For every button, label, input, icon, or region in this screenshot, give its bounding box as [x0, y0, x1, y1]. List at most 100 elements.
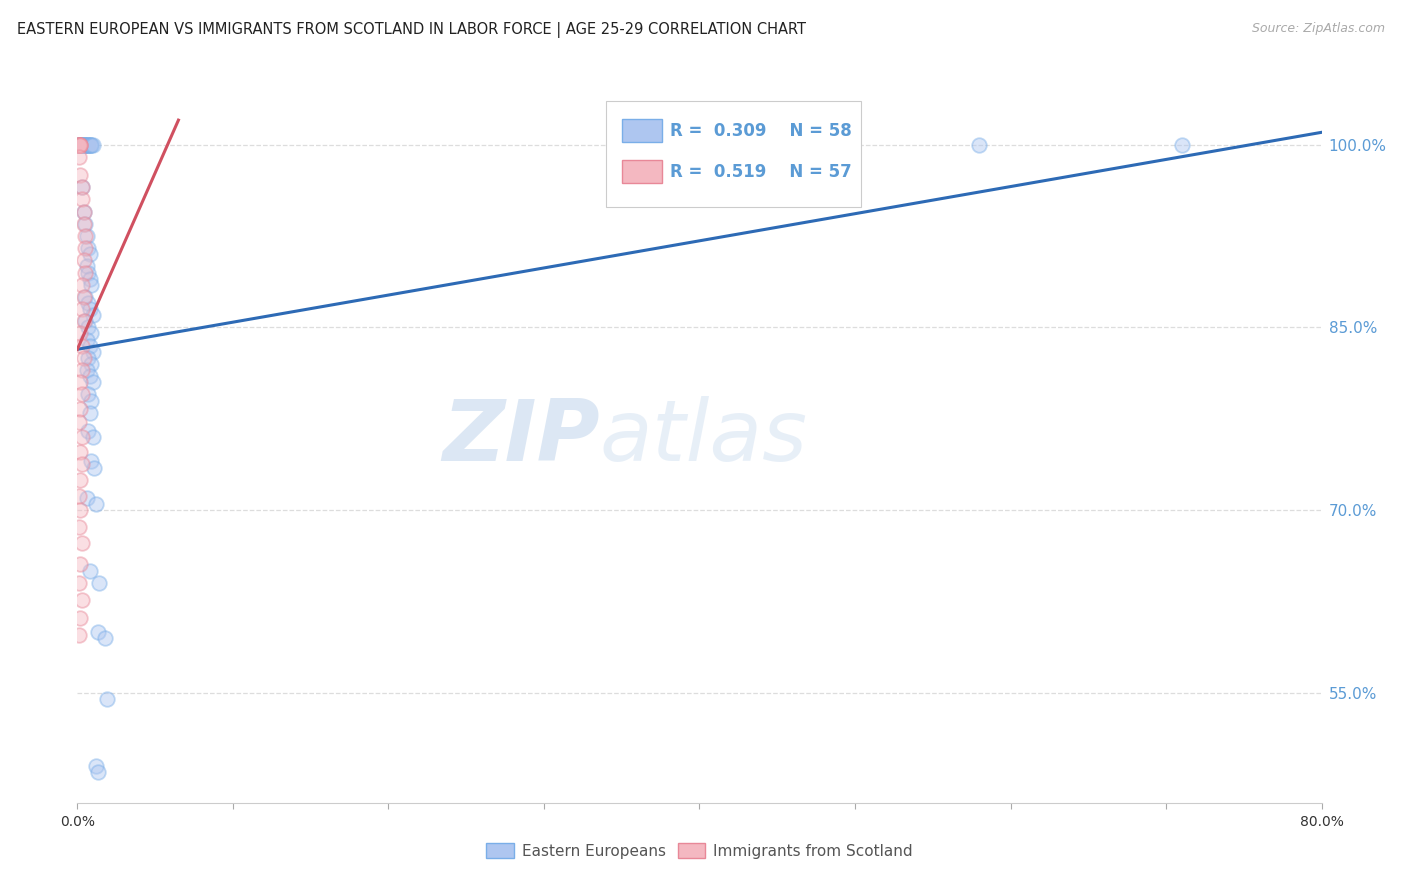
- Point: [70, 193, 93, 207]
- Point: [79, 302, 101, 317]
- Point: [69, 137, 91, 152]
- Point: [70, 536, 93, 550]
- Point: [77, 241, 100, 255]
- Point: [72, 204, 94, 219]
- Point: [69, 376, 91, 390]
- Point: [72, 217, 94, 231]
- Point: [80, 137, 103, 152]
- Point: [72, 253, 94, 268]
- Point: [75, 266, 97, 280]
- Legend: Eastern Europeans, Immigrants from Scotland: Eastern Europeans, Immigrants from Scotl…: [481, 837, 918, 864]
- Text: atlas: atlas: [600, 395, 808, 479]
- Point: [70, 277, 93, 292]
- Point: [82, 376, 104, 390]
- Point: [69, 137, 91, 152]
- Point: [69, 402, 91, 417]
- Point: [94, 632, 117, 646]
- Point: [67, 489, 90, 503]
- Point: [77, 137, 100, 152]
- Point: [67, 576, 90, 591]
- FancyBboxPatch shape: [623, 160, 662, 183]
- Point: [75, 290, 97, 304]
- Point: [75, 137, 97, 152]
- Point: [75, 137, 97, 152]
- Point: [72, 137, 94, 152]
- Point: [72, 137, 94, 152]
- Point: [79, 339, 101, 353]
- Point: [69, 503, 91, 517]
- Point: [76, 363, 98, 377]
- Point: [79, 137, 101, 152]
- Point: [70, 137, 93, 152]
- Text: ZIP: ZIP: [443, 395, 600, 479]
- Point: [70, 137, 93, 152]
- Point: [80, 357, 103, 371]
- Point: [69, 168, 91, 182]
- Point: [69, 137, 91, 152]
- Point: [77, 137, 100, 152]
- Point: [77, 424, 100, 438]
- Point: [67, 150, 90, 164]
- Point: [76, 137, 98, 152]
- Point: [77, 320, 100, 334]
- Point: [72, 314, 94, 328]
- Point: [67, 137, 90, 152]
- Point: [72, 351, 94, 365]
- Point: [72, 204, 94, 219]
- Point: [75, 314, 97, 328]
- Point: [80, 326, 103, 341]
- FancyBboxPatch shape: [606, 101, 862, 207]
- Point: [79, 369, 101, 384]
- Point: [67, 520, 90, 534]
- Point: [67, 137, 90, 152]
- Point: [75, 137, 97, 152]
- Text: EASTERN EUROPEAN VS IMMIGRANTS FROM SCOTLAND IN LABOR FORCE | AGE 25-29 CORRELAT: EASTERN EUROPEAN VS IMMIGRANTS FROM SCOT…: [17, 22, 806, 38]
- Point: [67, 137, 90, 152]
- Point: [79, 247, 101, 261]
- Point: [77, 351, 100, 365]
- Point: [83, 460, 105, 475]
- Point: [76, 491, 98, 505]
- Point: [96, 692, 118, 706]
- Point: [76, 333, 98, 347]
- Point: [76, 228, 98, 243]
- Point: [70, 457, 93, 471]
- Point: [86, 765, 108, 780]
- Point: [70, 387, 93, 401]
- Point: [87, 576, 110, 591]
- Point: [67, 137, 90, 152]
- Point: [79, 137, 101, 152]
- Point: [70, 430, 93, 444]
- Point: [1170, 137, 1192, 152]
- Point: [69, 137, 91, 152]
- Point: [969, 137, 991, 152]
- Point: [70, 180, 93, 194]
- Point: [70, 593, 93, 607]
- Point: [69, 444, 91, 458]
- Point: [72, 290, 94, 304]
- Point: [80, 277, 103, 292]
- Text: R =  0.309    N = 58: R = 0.309 N = 58: [669, 121, 852, 140]
- Point: [80, 454, 103, 468]
- Point: [67, 137, 90, 152]
- Point: [84, 759, 107, 773]
- Point: [76, 260, 98, 274]
- Point: [69, 326, 91, 341]
- Point: [70, 363, 93, 377]
- Point: [67, 137, 90, 152]
- Point: [77, 296, 100, 310]
- Point: [79, 271, 101, 285]
- Point: [77, 387, 100, 401]
- Point: [75, 241, 97, 255]
- Point: [80, 393, 103, 408]
- Point: [70, 137, 93, 152]
- Text: Source: ZipAtlas.com: Source: ZipAtlas.com: [1251, 22, 1385, 36]
- Point: [69, 557, 91, 571]
- Point: [75, 217, 97, 231]
- Point: [79, 406, 101, 420]
- Point: [69, 610, 91, 624]
- Point: [70, 180, 93, 194]
- Point: [86, 625, 108, 640]
- Point: [82, 308, 104, 322]
- Point: [67, 137, 90, 152]
